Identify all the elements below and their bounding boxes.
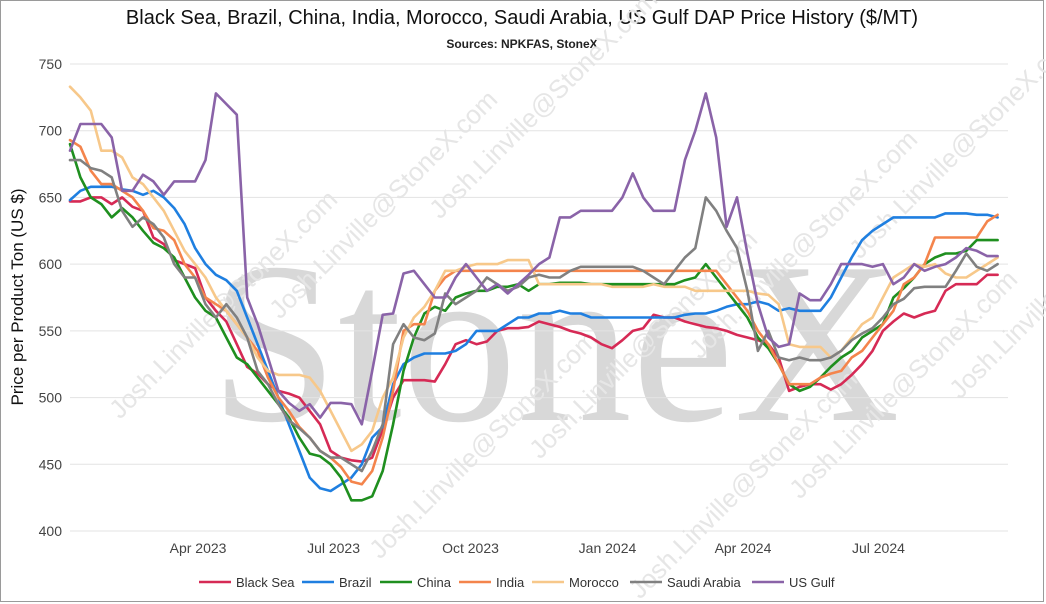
legend-label: China <box>417 575 452 590</box>
y-tick-label: 650 <box>39 189 63 205</box>
legend-label: India <box>496 575 525 590</box>
y-tick-label: 700 <box>39 123 63 139</box>
series-line-us-gulf <box>68 92 999 426</box>
y-tick-label: 600 <box>39 256 63 272</box>
legend: Black Sea Brazil China India Morocco Saudi Ar… <box>199 575 835 590</box>
y-axis: 400 450 500 550 600 650 700 750 <box>39 56 63 539</box>
legend-label: Saudi Arabia <box>667 575 741 590</box>
x-tick-label: Jan 2024 <box>579 540 637 556</box>
y-tick-label: 450 <box>39 456 63 472</box>
legend-label: US Gulf <box>789 575 835 590</box>
y-tick-label: 550 <box>39 323 63 339</box>
y-axis-label: Price per Product Ton (US $) <box>8 189 27 406</box>
chart-subtitle: Sources: NPKFAS, StoneX <box>446 37 598 51</box>
legend-item-us-gulf: US Gulf <box>752 575 835 590</box>
x-tick-label: Jul 2024 <box>852 540 905 556</box>
series-line-black-sea <box>68 196 999 463</box>
series-line-brazil <box>68 185 999 493</box>
y-tick-label: 400 <box>39 523 63 539</box>
watermark-logo-text: StoneX <box>210 215 900 470</box>
watermark-text: Josh.Linville@StoneX.com <box>843 24 1046 264</box>
y-gridlines <box>70 63 1008 532</box>
x-tick-label: Apr 2023 <box>170 540 227 556</box>
legend-label: Brazil <box>339 575 372 590</box>
legend-item-china: China <box>380 575 452 590</box>
x-tick-label: Oct 2023 <box>442 540 499 556</box>
chart-title: Black Sea, Brazil, China, India, Morocco… <box>125 7 919 29</box>
legend-label: Black Sea <box>236 575 295 590</box>
series-line-saudi-arabia <box>68 158 999 473</box>
y-tick-label: 500 <box>39 390 63 406</box>
x-tick-label: Jul 2023 <box>307 540 360 556</box>
legend-item-black-sea: Black Sea <box>199 575 295 590</box>
y-tick-label: 750 <box>39 56 63 72</box>
series-lines <box>68 85 999 502</box>
legend-item-brazil: Brazil <box>302 575 372 590</box>
x-axis: Apr 2023 Jul 2023 Oct 2023 Jan 2024 Apr 2024… <box>170 540 906 556</box>
legend-label: Morocco <box>569 575 619 590</box>
x-tick-label: Apr 2024 <box>715 540 772 556</box>
legend-item-india: India <box>459 575 525 590</box>
legend-item-morocco: Morocco <box>532 575 619 590</box>
legend-item-saudi-arabia: Saudi Arabia <box>630 575 741 590</box>
stonex-watermark: StoneX Josh.Linville@StoneX.comJosh.Linv… <box>103 0 1046 604</box>
series-line-china <box>68 142 999 502</box>
